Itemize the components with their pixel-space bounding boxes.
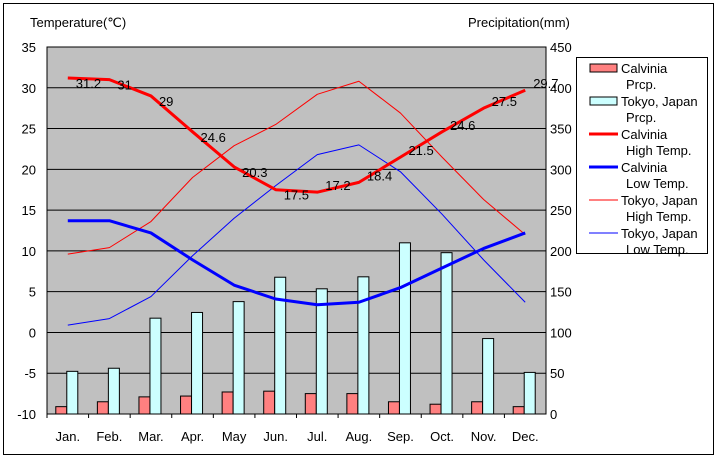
left-tick-label: 0 <box>29 325 36 340</box>
legend-label: Prcp. <box>626 110 656 125</box>
data-label: 18.4 <box>367 168 392 183</box>
x-tick-label: Feb. <box>96 429 122 444</box>
data-label: 20.3 <box>242 165 267 180</box>
legend-label: Calvinia <box>621 160 668 175</box>
legend-label: Tokyo, Japan <box>621 193 698 208</box>
right-tick-label: 350 <box>550 122 572 137</box>
bar-tokyo-prcp <box>315 288 328 415</box>
x-tick-label: Aug. <box>346 429 373 444</box>
data-label: 21.5 <box>408 143 433 158</box>
bar-tokyo-prcp <box>66 370 79 415</box>
x-tick-label: Nov. <box>471 429 497 444</box>
bar-tokyo-prcp <box>191 311 204 415</box>
data-label: 31 <box>117 78 131 93</box>
data-label: 31.2 <box>76 76 101 91</box>
legend-label: Low Temp. <box>626 176 689 191</box>
legend-swatch <box>589 96 618 106</box>
data-label: 29.7 <box>533 76 558 91</box>
left-tick-label: 20 <box>22 162 36 177</box>
left-tick-label: 15 <box>22 203 36 218</box>
right-tick-label: 300 <box>550 162 572 177</box>
legend-label: Calvinia <box>621 61 668 76</box>
legend-label: High Temp. <box>626 209 692 224</box>
right-tick-label: 50 <box>550 366 564 381</box>
line-tokyo-japan-high-temp- <box>67 80 526 255</box>
x-tick-label: May <box>222 429 247 444</box>
legend-label: Low Temp. <box>626 242 689 257</box>
bar-calvinia-prcp <box>512 406 525 415</box>
right-tick-label: 450 <box>550 40 572 55</box>
legend-label: Tokyo, Japan <box>621 94 698 109</box>
data-label: 24.6 <box>450 118 475 133</box>
x-tick-label: Mar. <box>138 429 163 444</box>
left-tick-label: -10 <box>17 407 36 422</box>
x-tick-label: Apr. <box>181 429 204 444</box>
line-calvinia-low-temp- <box>67 219 526 307</box>
left-tick-label: 5 <box>29 285 36 300</box>
plot-area <box>46 46 547 415</box>
legend-box <box>576 57 708 254</box>
left-tick-label: 35 <box>22 40 36 55</box>
bar-tokyo-prcp <box>440 252 453 415</box>
bar-tokyo-prcp <box>357 276 370 415</box>
right-tick-label: 250 <box>550 203 572 218</box>
bar-tokyo-prcp <box>107 367 120 415</box>
x-tick-label: Sep. <box>387 429 414 444</box>
data-label: 17.2 <box>325 178 350 193</box>
bar-calvinia-prcp <box>346 393 359 415</box>
bar-tokyo-prcp <box>398 242 411 415</box>
right-tick-label: 0 <box>550 407 557 422</box>
bar-calvinia-prcp <box>138 396 151 415</box>
data-label: 27.5 <box>492 94 517 109</box>
bar-calvinia-prcp <box>387 401 400 415</box>
bar-calvinia-prcp <box>471 401 484 415</box>
bar-calvinia-prcp <box>55 406 68 415</box>
left-axis-title: Temperature(℃) <box>30 15 126 30</box>
bar-tokyo-prcp <box>482 338 495 415</box>
bar-tokyo-prcp <box>523 371 536 415</box>
left-tick-label: 30 <box>22 81 36 96</box>
legend-swatch <box>589 63 618 73</box>
right-tick-label: 200 <box>550 244 572 259</box>
bar-calvinia-prcp <box>221 391 234 415</box>
line-tokyo-japan-low-temp- <box>67 144 526 326</box>
x-tick-label: Jun. <box>263 429 288 444</box>
legend-label: High Temp. <box>626 143 692 158</box>
x-tick-label: Dec. <box>512 429 539 444</box>
left-tick-label: -5 <box>24 366 36 381</box>
bar-calvinia-prcp <box>180 395 193 415</box>
x-tick-label: Oct. <box>430 429 454 444</box>
right-tick-label: 400 <box>550 81 572 96</box>
right-axis-title: Precipitation(mm) <box>468 15 570 30</box>
x-tick-label: Jan. <box>56 429 81 444</box>
bar-tokyo-prcp <box>274 276 287 415</box>
legend-label: Tokyo, Japan <box>621 226 698 241</box>
data-label: 29 <box>159 94 173 109</box>
legend-label: Calvinia <box>621 127 668 142</box>
left-tick-label: 25 <box>22 122 36 137</box>
data-label: 24.6 <box>201 130 226 145</box>
line-calvinia-high-temp- <box>67 76 526 194</box>
legend-label: Prcp. <box>626 77 656 92</box>
right-tick-label: 150 <box>550 285 572 300</box>
left-tick-label: 10 <box>22 244 36 259</box>
bar-calvinia-prcp <box>96 401 109 415</box>
x-tick-label: Jul. <box>307 429 327 444</box>
bar-tokyo-prcp <box>149 317 162 415</box>
bar-calvinia-prcp <box>263 390 276 415</box>
data-label: 17.5 <box>284 188 309 203</box>
bar-calvinia-prcp <box>429 403 442 415</box>
bar-calvinia-prcp <box>304 393 317 415</box>
right-tick-label: 100 <box>550 325 572 340</box>
bar-tokyo-prcp <box>232 301 245 415</box>
